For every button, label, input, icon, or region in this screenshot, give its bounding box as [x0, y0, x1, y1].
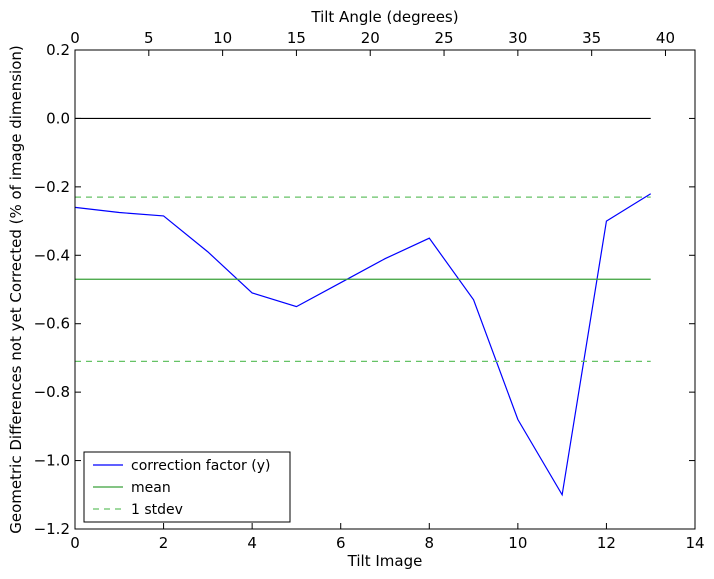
top-axis-tick-label: 40	[656, 29, 675, 47]
top-axis-tick-label: 20	[361, 29, 380, 47]
y-tick-label: −0.8	[34, 383, 70, 401]
plot-area-frame	[74, 49, 696, 530]
y-tick-label: −1.2	[34, 520, 70, 538]
x-tick-label: 10	[508, 534, 527, 552]
x-tick-label: 12	[597, 534, 616, 552]
y-axis-label: Geometric Differences not yet Corrected …	[7, 45, 25, 534]
x-tick-label: 0	[70, 534, 80, 552]
top-axis-tick-label: 10	[213, 29, 232, 47]
correction-factor-y-line	[74, 193, 652, 497]
legend: correction factor (y) mean 1 stdev	[83, 451, 291, 523]
top-axis-tick-label: 0	[70, 29, 80, 47]
y-tick-label: −0.6	[34, 315, 70, 333]
x-tick-label: 4	[247, 534, 257, 552]
top-axis-tick-label: 15	[287, 29, 306, 47]
series-layer	[74, 117, 652, 497]
legend-label: correction factor (y)	[131, 458, 270, 474]
x-tick-label: 2	[159, 534, 169, 552]
y-tick-label: −0.4	[34, 246, 70, 264]
ticks-layer: 0 2 4 6 8 10 12 14 0.2 0.0 −0.2 −0.4 −0.6 −0.8 −1.0 −1.…	[34, 29, 705, 552]
y-tick-label: 0.2	[46, 41, 70, 59]
x-axis-label: Tilt Image	[347, 552, 423, 570]
y-tick-label: 0.0	[46, 109, 70, 127]
y-tick-label: −1.0	[34, 452, 70, 470]
x-tick-label: 6	[336, 534, 346, 552]
legend-entries: correction factor (y) mean 1 stdev	[93, 458, 270, 518]
x-tick-label: 8	[425, 534, 435, 552]
x-tick-label: 14	[685, 534, 704, 552]
top-axis-tick-label: 35	[582, 29, 601, 47]
top-axis-tick-label: 5	[144, 29, 154, 47]
y-tick-label: −0.2	[34, 178, 70, 196]
legend-label: mean	[131, 480, 171, 496]
top-axis-tick-label: 30	[508, 29, 527, 47]
top-axis-label: Tilt Angle (degrees)	[310, 8, 458, 26]
legend-label: 1 stdev	[131, 502, 183, 518]
top-axis-tick-label: 25	[435, 29, 454, 47]
